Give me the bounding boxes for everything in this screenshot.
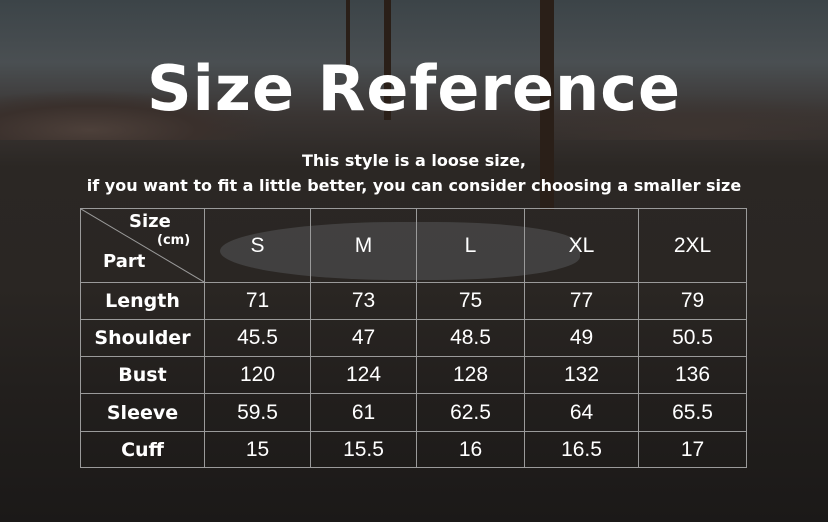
value-cell: 48.5 <box>416 319 525 357</box>
corner-cell: Size (cm) Part <box>80 208 205 283</box>
size-header: L <box>416 208 525 283</box>
value-cell: 49 <box>524 319 639 357</box>
value-cell: 15.5 <box>310 431 417 468</box>
header-row: Size (cm) Part S M L XL 2XL <box>80 208 747 283</box>
size-header: 2XL <box>638 208 747 283</box>
value-cell: 136 <box>638 356 747 394</box>
value-cell: 16 <box>416 431 525 468</box>
table-row: Bust 120 124 128 132 136 <box>80 356 747 394</box>
page-title: Size Reference <box>146 52 681 125</box>
subtitle-line-1: This style is a loose size, <box>302 151 526 170</box>
part-label: Bust <box>80 356 205 394</box>
table-row: Shoulder 45.5 47 48.5 49 50.5 <box>80 319 747 357</box>
value-cell: 47 <box>310 319 417 357</box>
size-header: S <box>204 208 311 283</box>
value-cell: 77 <box>524 282 639 320</box>
value-cell: 124 <box>310 356 417 394</box>
value-cell: 120 <box>204 356 311 394</box>
corner-unit-label: (cm) <box>157 233 191 248</box>
background-pole <box>346 0 350 100</box>
value-cell: 128 <box>416 356 525 394</box>
value-cell: 71 <box>204 282 311 320</box>
background-hills <box>0 70 828 140</box>
value-cell: 15 <box>204 431 311 468</box>
part-label: Cuff <box>80 431 205 468</box>
table-row: Sleeve 59.5 61 62.5 64 65.5 <box>80 393 747 432</box>
value-cell: 75 <box>416 282 525 320</box>
table-row: Length 71 73 75 77 79 <box>80 282 747 320</box>
size-table: Size (cm) Part S M L XL 2XL Length 71 73… <box>80 208 747 468</box>
value-cell: 16.5 <box>524 431 639 468</box>
value-cell: 17 <box>638 431 747 468</box>
size-header: M <box>310 208 417 283</box>
value-cell: 62.5 <box>416 393 525 432</box>
part-label: Shoulder <box>80 319 205 357</box>
corner-part-label: Part <box>103 251 146 272</box>
background-pole <box>384 0 391 120</box>
corner-size-label: Size <box>129 211 171 232</box>
value-cell: 65.5 <box>638 393 747 432</box>
subtitle-line-2: if you want to fit a little better, you … <box>86 176 742 195</box>
table-row: Cuff 15 15.5 16 16.5 17 <box>80 431 747 468</box>
diagonal-divider <box>81 209 204 282</box>
value-cell: 50.5 <box>638 319 747 357</box>
part-label: Length <box>80 282 205 320</box>
value-cell: 79 <box>638 282 747 320</box>
value-cell: 45.5 <box>204 319 311 357</box>
background-pole <box>540 0 554 210</box>
value-cell: 61 <box>310 393 417 432</box>
value-cell: 64 <box>524 393 639 432</box>
part-label: Sleeve <box>80 393 205 432</box>
value-cell: 59.5 <box>204 393 311 432</box>
size-header: XL <box>524 208 639 283</box>
value-cell: 73 <box>310 282 417 320</box>
value-cell: 132 <box>524 356 639 394</box>
